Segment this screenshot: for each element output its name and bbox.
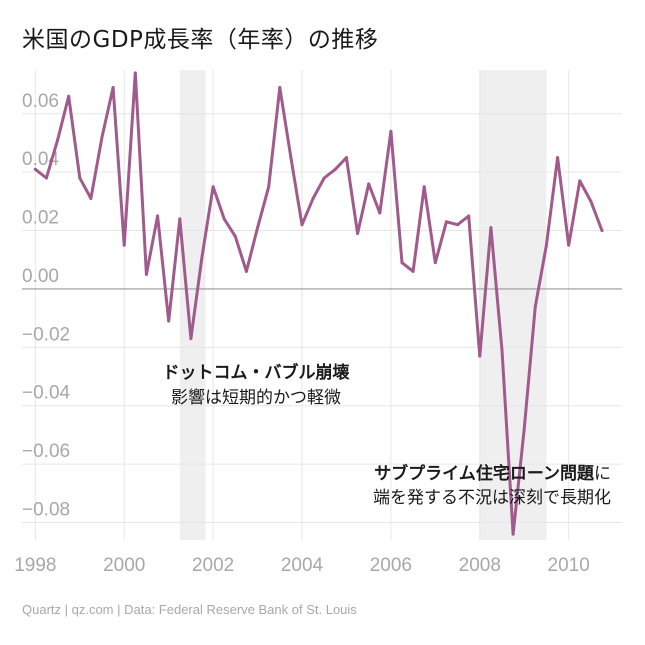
y-tick-labels: 0.060.040.020.00−0.02−0.04−0.06−0.08 [22, 91, 71, 521]
data-point-41 [489, 226, 493, 230]
x-tick-label-2010: 2010 [548, 555, 590, 576]
data-point-31 [378, 211, 382, 215]
x-tick-labels: 1998 2000 2002 2004 2006 2008 2010 [14, 555, 590, 576]
data-point-12 [167, 319, 171, 323]
data-point-19 [244, 269, 248, 273]
x-tick-label-2006: 2006 [370, 555, 412, 576]
data-point-37 [444, 220, 448, 224]
data-point-51 [600, 229, 604, 233]
data-point-25 [311, 196, 315, 200]
data-point-14 [189, 337, 193, 341]
data-point-9 [133, 71, 137, 75]
source-footer: Quartz | qz.com | Data: Federal Reserve … [22, 602, 357, 617]
data-point-30 [367, 182, 371, 186]
y-tick-label-4: −0.02 [22, 324, 70, 345]
data-point-29 [356, 231, 360, 235]
data-point-45 [533, 304, 537, 308]
data-point-16 [211, 185, 215, 189]
data-point-26 [322, 176, 326, 180]
data-point-13 [178, 217, 182, 221]
data-point-47 [556, 156, 560, 160]
gdp-growth-line [33, 71, 604, 536]
y-tick-label-7: −0.08 [22, 499, 70, 520]
data-point-20 [256, 226, 260, 230]
data-point-34 [411, 269, 415, 273]
data-point-3 [67, 94, 71, 98]
annotation-dotcom-title: ドットコム・バブル崩壊 [163, 362, 351, 383]
annotation-subprime-bold: サブプライム住宅ローン問題 [374, 463, 595, 484]
data-point-0 [33, 167, 37, 171]
data-point-33 [400, 261, 404, 265]
data-point-50 [589, 199, 593, 203]
data-point-21 [267, 185, 271, 189]
data-point-4 [78, 176, 82, 180]
x-tick-label-2008: 2008 [459, 555, 501, 576]
data-point-15 [200, 255, 204, 259]
data-point-11 [156, 214, 160, 218]
recession-band-1 [179, 70, 206, 540]
data-point-24 [300, 223, 304, 227]
x-tick-label-1998: 1998 [14, 555, 56, 576]
data-point-48 [567, 243, 571, 247]
data-point-23 [289, 156, 293, 160]
data-point-46 [544, 243, 548, 247]
y-tick-label-3: 0.00 [22, 266, 59, 287]
data-point-49 [578, 179, 582, 183]
x-tick-label-2004: 2004 [281, 555, 324, 576]
data-point-8 [122, 243, 126, 247]
data-point-18 [233, 234, 237, 238]
data-point-6 [100, 135, 104, 139]
data-point-7 [111, 86, 115, 90]
annotation-subprime-title: サブプライム住宅ローン問題に [374, 463, 611, 484]
data-point-22 [278, 86, 282, 90]
data-point-44 [522, 427, 526, 431]
data-point-28 [344, 156, 348, 160]
data-point-43 [511, 532, 515, 536]
data-point-27 [333, 167, 337, 171]
annotation-subprime-suffix: に [594, 464, 611, 484]
data-point-38 [456, 223, 460, 227]
data-point-1 [44, 176, 48, 180]
data-point-2 [56, 138, 60, 142]
data-point-42 [500, 348, 504, 352]
data-point-35 [422, 185, 426, 189]
data-point-39 [467, 214, 471, 218]
y-tick-label-2: 0.02 [22, 208, 59, 229]
annotation-subprime-text: 端を発する不況は深刻で長期化 [373, 488, 611, 508]
data-point-5 [89, 196, 93, 200]
y-tick-label-5: −0.04 [22, 383, 71, 404]
y-tick-label-6: −0.06 [22, 441, 70, 462]
data-point-36 [433, 261, 437, 265]
y-tick-label-0: 0.06 [22, 91, 59, 112]
annotation-dotcom-text: 影響は短期的かつ軽微 [171, 388, 341, 408]
data-point-40 [478, 354, 482, 358]
data-point-10 [144, 272, 148, 276]
data-points [33, 71, 604, 536]
x-tick-label-2000: 2000 [103, 555, 145, 576]
chart-title: 米国のGDP成長率（年率）の推移 [22, 27, 379, 53]
data-point-32 [389, 129, 393, 133]
data-point-17 [222, 217, 226, 221]
x-tick-label-2002: 2002 [192, 555, 234, 576]
